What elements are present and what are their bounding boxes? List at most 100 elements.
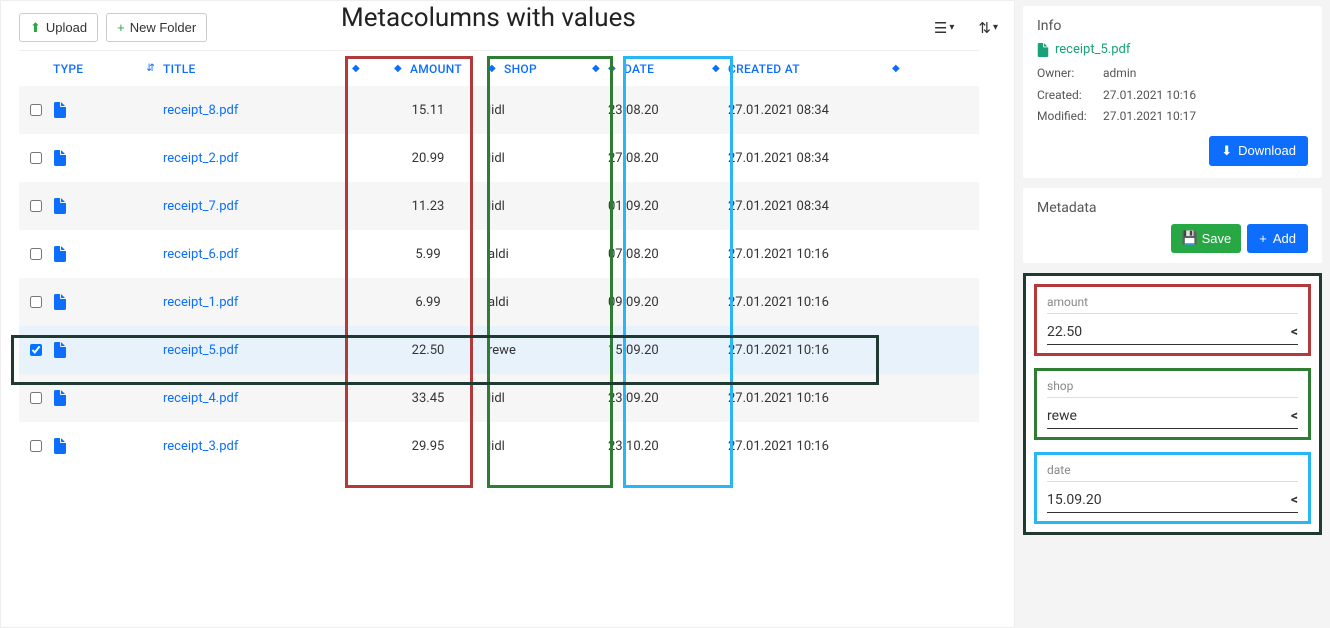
sort-icon: ◆ [394,63,402,74]
metadata-field-shop: shoprewe< [1034,368,1311,440]
field-value[interactable]: 22.50 [1047,324,1082,340]
field-value[interactable]: 15.09.20 [1047,492,1102,508]
cell-amount: 29.95 [368,439,488,454]
metadata-heading: Metadata [1037,200,1308,216]
chevron-down-icon: ▾ [949,22,954,33]
upload-button[interactable]: ⬆ Upload [19,13,98,42]
table-row[interactable]: receipt_3.pdf29.95lidl23.10.2027.01.2021… [19,422,979,470]
chevron-left-icon[interactable]: < [1291,492,1298,508]
file-type-cell [53,150,163,166]
th-shop[interactable]: ◆ SHOP ◆ [488,62,608,76]
file-type-cell [53,438,163,454]
file-title[interactable]: receipt_4.pdf [163,391,368,406]
table-row[interactable]: receipt_7.pdf11.23lidl01.09.2027.01.2021… [19,182,979,230]
file-title[interactable]: receipt_8.pdf [163,103,368,118]
th-amount[interactable]: ◆ AMOUNT [368,62,488,76]
table-row[interactable]: receipt_1.pdf6.99aldi09.09.2027.01.2021 … [19,278,979,326]
table-body: receipt_8.pdf15.11lidl23.08.2027.01.2021… [19,86,979,470]
table-row[interactable]: receipt_2.pdf20.99lidl27.08.2027.01.2021… [19,134,979,182]
cell-amount: 22.50 [368,343,488,358]
table-row[interactable]: receipt_6.pdf5.99aldi07.08.2027.01.2021 … [19,230,979,278]
metadata-field-amount: amount22.50< [1034,284,1311,356]
upload-icon: ⬆ [30,21,41,34]
cell-shop: rewe [488,343,608,358]
save-button[interactable]: 💾 Save [1171,224,1241,253]
upload-label: Upload [46,20,87,35]
info-filename: receipt_5.pdf [1037,42,1308,57]
th-created[interactable]: CREATED AT ◆ [728,62,908,76]
cell-created: 27.01.2021 08:34 [728,199,908,214]
row-checkbox[interactable] [30,440,42,452]
sort-icon: ◆ [488,63,496,74]
plus-icon: + [117,21,125,34]
info-panel: Info receipt_5.pdf Owner:admin Created:2… [1023,6,1322,178]
cell-shop: aldi [488,247,608,262]
chevron-left-icon[interactable]: < [1291,408,1298,424]
cell-date: 23.08.20 [608,103,728,118]
annotation-title: Metacolumns with values [341,3,636,33]
file-table: TYPE ⇵ TITLE ◆ ◆ AMOUNT ◆ SHOP ◆ ◆ [19,50,979,470]
file-title[interactable]: receipt_1.pdf [163,295,368,310]
sidebar: Info receipt_5.pdf Owner:admin Created:2… [1015,0,1330,628]
file-type-cell [53,294,163,310]
file-title[interactable]: receipt_2.pdf [163,151,368,166]
main-panel: ⬆ Upload + New Folder ☰▾ ⇅▾ Metacolumns … [0,0,1015,628]
download-icon: ⬇ [1221,143,1232,159]
row-checkbox[interactable] [30,152,42,164]
cell-date: 09.09.20 [608,295,728,310]
cell-amount: 20.99 [368,151,488,166]
sort-icon: ◆ [592,63,608,74]
metadata-field-date: date 15.09.20 < [1034,452,1311,524]
file-title[interactable]: receipt_3.pdf [163,439,368,454]
field-value[interactable]: rewe [1047,408,1077,424]
sort-icon: ⇅ [978,19,991,37]
file-title[interactable]: receipt_5.pdf [163,343,368,358]
cell-created: 27.01.2021 10:16 [728,295,908,310]
metadata-fields-box: amount22.50<shoprewe<date15.09.20< [1023,273,1322,535]
table-row[interactable]: receipt_8.pdf15.11lidl23.08.2027.01.2021… [19,86,979,134]
download-button[interactable]: ⬇ Download [1209,136,1308,166]
cell-shop: lidl [488,199,608,214]
list-icon: ☰ [934,19,947,37]
info-heading: Info [1037,18,1308,34]
th-date[interactable]: ◆ DATE ◆ [608,62,728,76]
file-type-cell [53,246,163,262]
table-row[interactable]: receipt_4.pdf33.45lidl23.09.2027.01.2021… [19,374,979,422]
add-button[interactable]: + Add [1247,224,1308,253]
cell-date: 23.10.20 [608,439,728,454]
sort-icon: ◆ [892,63,908,74]
row-checkbox[interactable] [30,296,42,308]
file-title[interactable]: receipt_6.pdf [163,247,368,262]
cell-created: 27.01.2021 10:16 [728,343,908,358]
sort-icon: ◆ [352,63,368,74]
file-title[interactable]: receipt_7.pdf [163,199,368,214]
file-type-cell [53,342,163,358]
th-title[interactable]: TITLE ◆ [163,62,368,76]
row-checkbox[interactable] [30,392,42,404]
cell-shop: aldi [488,295,608,310]
table-row[interactable]: receipt_5.pdf22.50rewe15.09.2027.01.2021… [19,326,979,374]
view-mode-button[interactable]: ☰▾ [926,15,962,41]
file-icon [1037,43,1049,57]
row-checkbox[interactable] [30,104,42,116]
file-type-cell [53,198,163,214]
row-checkbox[interactable] [30,248,42,260]
newfolder-label: New Folder [130,20,196,35]
chevron-left-icon[interactable]: < [1291,324,1298,340]
row-checkbox[interactable] [30,200,42,212]
cell-date: 15.09.20 [608,343,728,358]
cell-date: 07.08.20 [608,247,728,262]
plus-icon: + [1259,231,1267,246]
cell-created: 27.01.2021 10:16 [728,439,908,454]
cell-amount: 5.99 [368,247,488,262]
cell-shop: lidl [488,391,608,406]
row-checkbox[interactable] [30,344,42,356]
field-label: date [1047,463,1298,482]
sort-icon: ⇵ [146,63,163,74]
save-icon: 💾 [1181,230,1197,246]
new-folder-button[interactable]: + New Folder [106,13,207,42]
cell-shop: lidl [488,103,608,118]
th-type[interactable]: TYPE ⇵ [53,62,163,76]
metadata-panel: Metadata 💾 Save + Add [1023,188,1322,263]
sort-mode-button[interactable]: ⇅▾ [970,15,1006,41]
